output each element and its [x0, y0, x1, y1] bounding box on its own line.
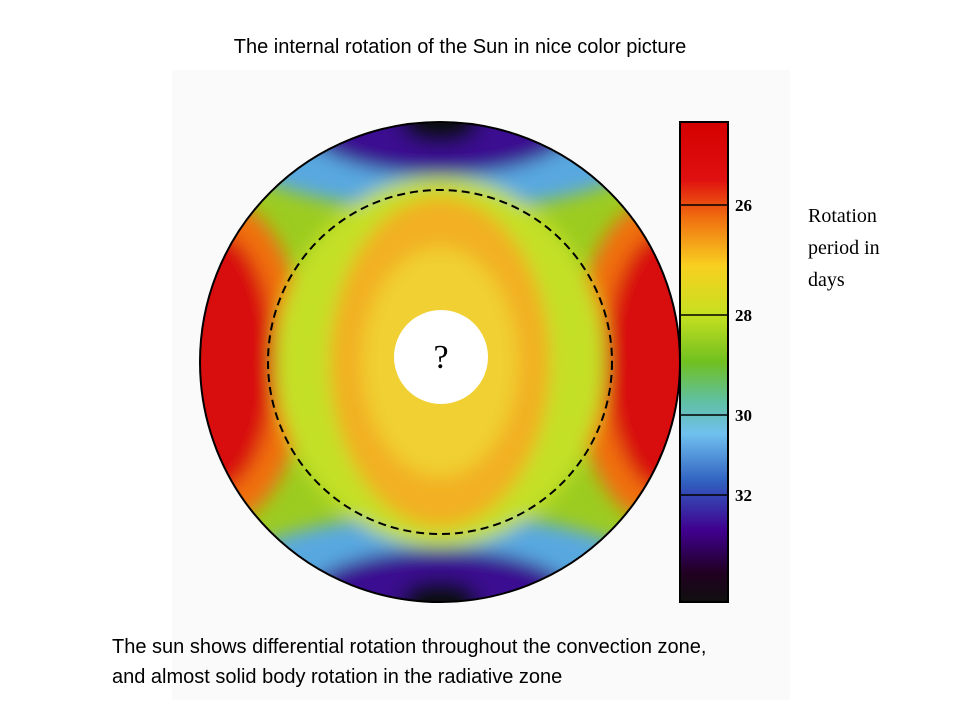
colorbar-label: Rotation period in days [808, 205, 880, 291]
colorbar-tick-label: 26 [735, 196, 752, 215]
colorbar-tick-label: 28 [735, 306, 752, 325]
colorbar-tick-label: 32 [735, 486, 752, 505]
caption-line: The sun shows differential rotation thro… [112, 636, 707, 658]
caption: The sun shows differential rotation thro… [112, 632, 706, 692]
colorbar-tick-label: 30 [735, 406, 752, 425]
slide-title: The internal rotation of the Sun in nice… [233, 36, 687, 58]
core-label: ? [433, 339, 448, 376]
rotation-map [200, 122, 680, 602]
caption-line: and almost solid body rotation in the ra… [112, 666, 563, 688]
colorbar [679, 121, 729, 603]
